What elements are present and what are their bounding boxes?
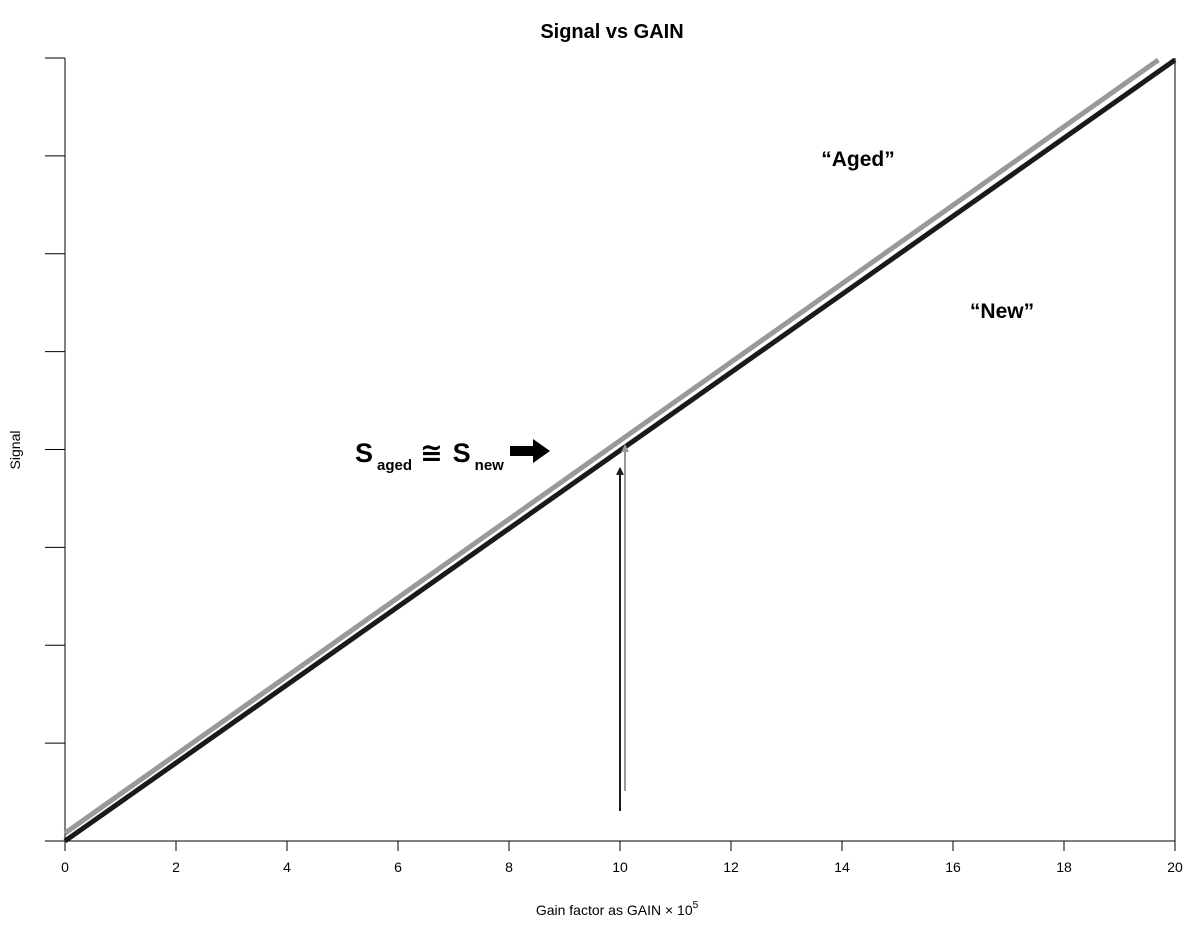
equation-sub-new: new: [475, 457, 505, 474]
equation-s-aged: S: [355, 438, 373, 468]
x-axis-label-exponent: 5: [693, 900, 699, 911]
intersection-pointer-arrows: [616, 444, 629, 811]
equation-s-new: S: [453, 438, 471, 468]
chart-title: Signal vs GAIN: [540, 21, 683, 43]
right-arrow-icon: [510, 439, 550, 463]
series-line-new: [63, 57, 1177, 844]
x-tick-label: 8: [505, 859, 513, 875]
x-tick-label: 0: [61, 859, 69, 875]
x-tick-label: 12: [723, 859, 739, 875]
x-tick-label: 20: [1167, 859, 1183, 875]
legend-label-aged: “Aged”: [821, 148, 895, 171]
x-axis-label-text: Gain factor as GAIN × 10: [536, 902, 693, 918]
x-tick-label: 16: [945, 859, 961, 875]
x-tick-label: 4: [283, 859, 291, 875]
equation-relation: ≅: [420, 438, 443, 468]
y-axis-label: Signal: [7, 431, 23, 470]
x-axis-label: Gain factor as GAIN × 105: [536, 900, 699, 918]
x-tick-label: 18: [1056, 859, 1072, 875]
x-tick-label: 2: [172, 859, 180, 875]
x-tick-label: 14: [834, 859, 850, 875]
legend-label-new: “New”: [970, 300, 1034, 323]
series-line-aged: [63, 57, 1160, 836]
equation-sub-aged: aged: [377, 457, 412, 474]
x-tick-label: 10: [612, 859, 628, 875]
x-tick-label: 6: [394, 859, 402, 875]
